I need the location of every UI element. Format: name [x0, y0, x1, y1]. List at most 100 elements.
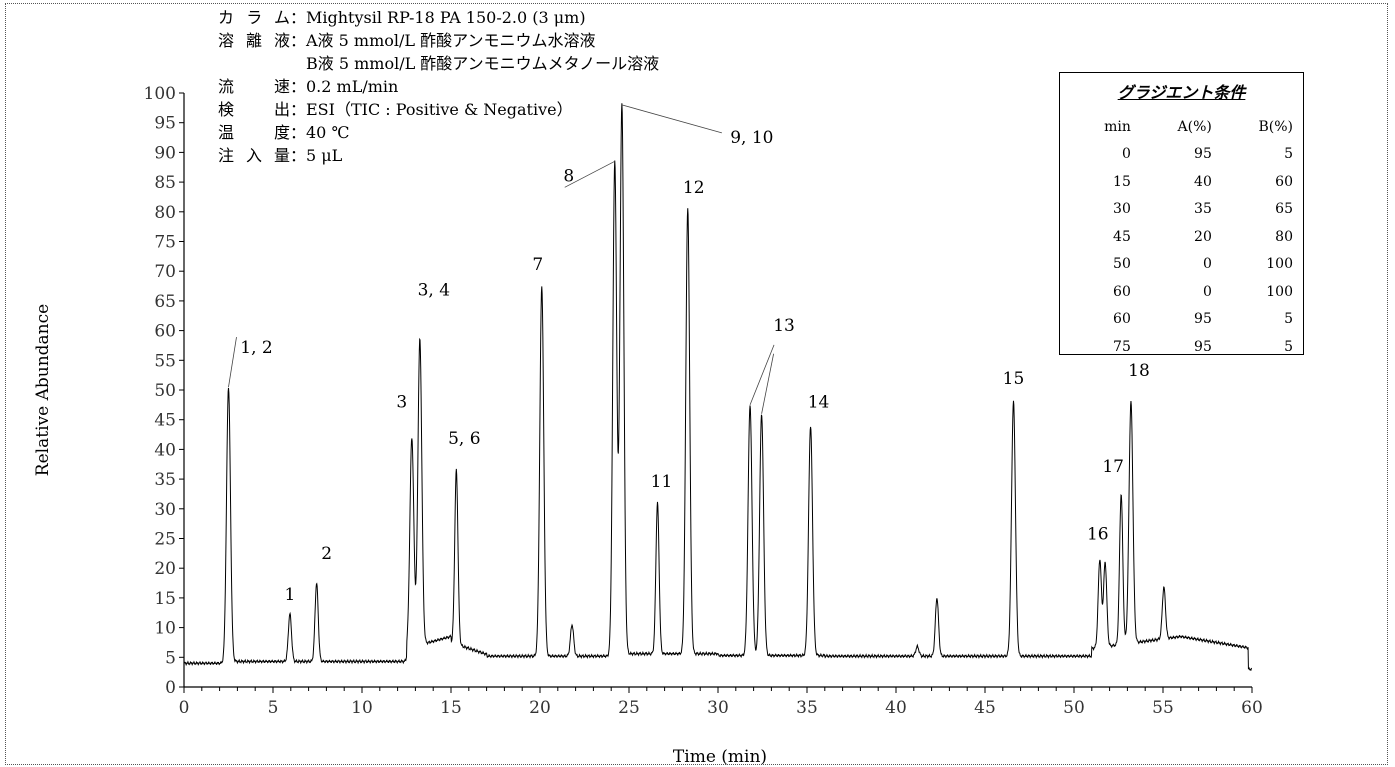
- peak-label: 14: [808, 393, 830, 413]
- leader-line: [761, 353, 775, 414]
- gradient-cell: 100: [1266, 283, 1293, 300]
- peak-label: 9, 10: [730, 128, 773, 148]
- condition-label: 溶離液: [218, 31, 290, 50]
- gradient-cell: 40: [1194, 173, 1212, 190]
- gradient-row: 60 0 100: [1060, 278, 1303, 306]
- peak-label: 18: [1128, 361, 1150, 381]
- condition-label: 検 出: [218, 100, 290, 119]
- condition-label: 注入量: [218, 146, 290, 165]
- peak-label: 1: [284, 585, 295, 605]
- peak-label: 3: [396, 393, 407, 413]
- peak-label: 3, 4: [418, 281, 450, 301]
- gradient-row: 15 40 60: [1060, 168, 1303, 196]
- gradient-conditions-box: グラジエント条件 min A(%) B(%) 0 95 5 15 40 60 30 35 65 4…: [1059, 72, 1304, 355]
- condition-value: 0.2 mL/min: [306, 77, 399, 96]
- y-tick-label: 45: [154, 411, 176, 431]
- condition-value: B液 5 mmol/L 酢酸アンモニウムメタノール溶液: [306, 54, 660, 73]
- condition-value: ESI（TIC : Positive & Negative）: [306, 100, 573, 119]
- peak-label: 16: [1087, 524, 1109, 544]
- gradient-cell: 20: [1194, 228, 1212, 245]
- condition-label: 流 速: [218, 77, 290, 96]
- gradient-header: B(%): [1258, 118, 1293, 135]
- condition-separator: ：: [290, 77, 307, 96]
- gradient-cell: 100: [1266, 256, 1293, 273]
- condition-separator: ：: [290, 123, 307, 142]
- gradient-row: 30 35 65: [1060, 196, 1303, 224]
- gradient-header-row: min A(%) B(%): [1060, 113, 1303, 141]
- x-tick-label: 55: [1152, 698, 1174, 718]
- gradient-title: グラジエント条件: [1117, 83, 1246, 102]
- peak-label: 12: [683, 178, 705, 198]
- gradient-cell: 80: [1275, 228, 1293, 245]
- condition-separator: ：: [290, 8, 307, 27]
- condition-value: A液 5 mmol/L 酢酸アンモニウム水溶液: [306, 31, 596, 50]
- gradient-cell: 35: [1194, 201, 1212, 218]
- gradient-cell: 65: [1275, 201, 1293, 218]
- gradient-header: min: [1104, 118, 1131, 135]
- y-tick-label: 50: [154, 381, 176, 401]
- peak-label: 15: [1003, 369, 1025, 389]
- y-tick-label: 80: [154, 203, 176, 223]
- gradient-row: 60 95 5: [1060, 306, 1303, 334]
- x-tick-label: 35: [796, 698, 818, 718]
- x-axis-label: Time (min): [673, 747, 767, 767]
- y-tick-label: 95: [154, 114, 176, 134]
- y-tick-label: 55: [154, 351, 176, 371]
- y-tick-label: 15: [154, 589, 176, 609]
- x-tick-label: 40: [885, 698, 907, 718]
- peak-label: 13: [773, 316, 795, 336]
- gradient-cell: 60: [1275, 173, 1293, 190]
- y-tick-label: 30: [154, 500, 176, 520]
- condition-row: カラム：Mightysil RP-18 PA 150-2.0 (3 μm): [218, 6, 659, 29]
- condition-row: 注入量：5 μL: [218, 144, 659, 167]
- leader-line: [564, 160, 615, 188]
- leader-line: [228, 336, 237, 388]
- peak-label: 1, 2: [240, 338, 272, 358]
- x-tick-label: 25: [618, 698, 640, 718]
- gradient-cell: 95: [1194, 311, 1212, 328]
- x-axis: 0 5 10 15 20 25 30 35 40 45 50 55 60: [179, 686, 1263, 718]
- analysis-conditions: カラム：Mightysil RP-18 PA 150-2.0 (3 μm) 溶離…: [218, 6, 659, 167]
- condition-row: B液 5 mmol/L 酢酸アンモニウムメタノール溶液: [218, 52, 659, 75]
- x-tick-label: 60: [1241, 698, 1263, 718]
- y-tick-label: 60: [154, 322, 176, 342]
- y-tick-label: 65: [154, 292, 176, 312]
- leader-line: [749, 344, 775, 405]
- gradient-cell: 50: [1113, 256, 1131, 273]
- y-tick-label: 10: [154, 619, 176, 639]
- leader-line: [621, 104, 722, 134]
- gradient-header: A(%): [1177, 118, 1212, 135]
- gradient-cell: 45: [1113, 228, 1131, 245]
- gradient-row: 45 20 80: [1060, 223, 1303, 251]
- y-tick-label: 0: [165, 678, 176, 698]
- y-tick-label: 75: [154, 233, 176, 253]
- gradient-cell: 5: [1284, 311, 1293, 328]
- gradient-row: 50 0 100: [1060, 251, 1303, 279]
- y-axis: 0 5 10 15 20 25 30 35 40 45 50 55 60 65 70 75 80 85 90 95 10…: [144, 84, 185, 698]
- peak-label: 17: [1102, 457, 1124, 477]
- gradient-cell: 30: [1113, 201, 1131, 218]
- x-tick-label: 45: [974, 698, 996, 718]
- x-tick-label: 10: [351, 698, 373, 718]
- condition-separator: ：: [290, 100, 307, 119]
- y-tick-label: 25: [154, 530, 176, 550]
- condition-value: 40 ℃: [306, 123, 350, 142]
- x-tick-label: 0: [179, 698, 190, 718]
- condition-label: カラム: [218, 8, 290, 27]
- gradient-row: 75 95 5: [1060, 333, 1303, 361]
- y-tick-label: 20: [154, 559, 176, 579]
- chart-frame: [5, 3, 1388, 765]
- y-tick-label: 100: [144, 84, 176, 104]
- x-tick-label: 5: [268, 698, 279, 718]
- condition-value: 5 μL: [306, 146, 343, 165]
- gradient-cell: 95: [1194, 146, 1212, 163]
- condition-row: 温 度：40 ℃: [218, 121, 659, 144]
- peak-label: 11: [651, 472, 673, 492]
- x-tick-label: 20: [529, 698, 551, 718]
- x-tick-label: 50: [1063, 698, 1085, 718]
- y-tick-label: 40: [154, 440, 176, 460]
- y-tick-label: 85: [154, 173, 176, 193]
- condition-value: Mightysil RP-18 PA 150-2.0 (3 μm): [306, 8, 586, 27]
- gradient-cell: 15: [1113, 173, 1131, 190]
